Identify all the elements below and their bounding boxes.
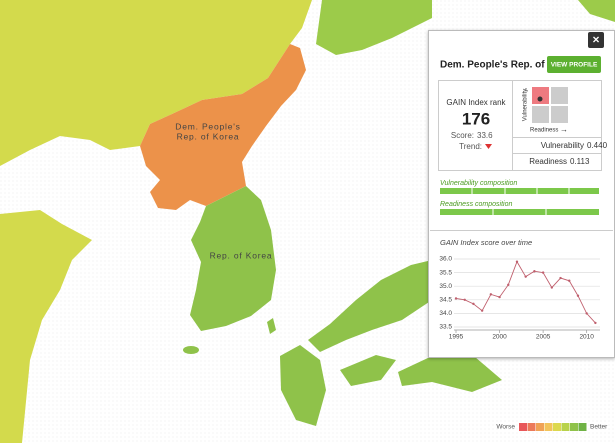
- china[interactable]: [0, 0, 312, 166]
- japan[interactable]: [267, 260, 502, 426]
- legend-worse: Worse: [496, 424, 515, 431]
- point: [533, 270, 536, 273]
- x-tick-label: 2000: [492, 334, 507, 341]
- view-profile-label[interactable]: VIEW PROFILE: [551, 62, 598, 69]
- point: [524, 275, 527, 278]
- matrix-cell: [551, 106, 568, 123]
- south-korea[interactable]: [190, 186, 276, 331]
- score-label: Score:: [451, 131, 474, 140]
- point: [480, 309, 484, 312]
- jeju[interactable]: [183, 346, 199, 354]
- y-tick-label: 35.5: [439, 269, 452, 276]
- russia-east[interactable]: [578, 0, 615, 22]
- legend-swatch: [578, 423, 587, 431]
- map-labels: Dem. People's Rep. of Korea Rep. of Kore…: [175, 121, 273, 260]
- matrix-y-arrow: ↑: [524, 87, 528, 94]
- point: [489, 293, 493, 296]
- north-korea[interactable]: [140, 44, 306, 210]
- legend-swatch: [519, 423, 527, 431]
- legend-better: Better: [590, 424, 608, 431]
- point: [454, 297, 458, 300]
- view-profile-button[interactable]: [547, 56, 601, 73]
- russia[interactable]: [316, 0, 432, 55]
- composition-dividers: [471, 188, 570, 194]
- point: [594, 321, 597, 325]
- map-label: Dem. People's: [175, 121, 240, 131]
- composition-bar[interactable]: [440, 209, 599, 215]
- point: [507, 283, 510, 287]
- legend-swatch: [536, 423, 544, 431]
- readiness-value: 0.113: [570, 157, 590, 166]
- chart-title: GAIN Index score over time: [440, 238, 532, 247]
- rank-value: 176: [462, 109, 490, 128]
- point: [463, 298, 466, 301]
- matrix-x-label: Readiness: [530, 128, 558, 134]
- close-button[interactable]: [588, 32, 604, 48]
- composition-label: Readiness composition: [440, 201, 512, 208]
- score-value: 33.6: [477, 131, 493, 140]
- line-chart: 33.5 34.0 34.5 35.0 35.5 36.0 1995 2000 2005 2010: [439, 256, 600, 341]
- point: [568, 279, 571, 282]
- legend-swatch: [570, 423, 578, 431]
- composition-bar[interactable]: [440, 188, 599, 194]
- trend-icon: [485, 144, 492, 149]
- y-tick-label: 33.5: [439, 324, 452, 331]
- point: [541, 271, 545, 274]
- point: [559, 276, 562, 280]
- rank-label: GAIN Index rank: [446, 98, 506, 107]
- vulnerability-label: Vulnerability: [541, 141, 584, 150]
- matrix-y-label: Vulnerability: [523, 89, 529, 121]
- point: [498, 295, 501, 299]
- y-tick-label: 35.0: [439, 283, 452, 290]
- y-tick-label: 34.0: [439, 310, 452, 317]
- close-icon[interactable]: ×: [592, 33, 599, 47]
- point: [576, 294, 580, 297]
- panel-title: Dem. People's Rep. of Korea: [440, 60, 576, 71]
- x-tick-label: 2005: [536, 334, 551, 341]
- y-tick-label: 34.5: [439, 297, 452, 304]
- y-tick-label: 36.0: [439, 256, 452, 263]
- matrix-dot: [537, 96, 543, 102]
- china-shandong[interactable]: [0, 210, 92, 443]
- x-tick-label: 2010: [579, 334, 594, 341]
- x-tick-label: 1995: [449, 334, 464, 341]
- map-label: Rep. of Korea: [210, 250, 273, 260]
- matrix-x-arrow: →: [560, 125, 568, 134]
- legend-swatch: [527, 423, 536, 431]
- legend-swatch: [561, 423, 570, 431]
- composition-dividers: [492, 209, 547, 215]
- trend-label: Trend:: [459, 142, 482, 151]
- vulnerability-value: 0.440: [587, 141, 608, 150]
- point: [515, 260, 519, 263]
- info-panel: × Dem. People's Rep. of Korea VIEW PROFI…: [428, 30, 615, 358]
- map-label: Rep. of Korea: [177, 131, 240, 141]
- color-legend: Worse Better: [496, 423, 608, 431]
- matrix-cell: [551, 87, 568, 104]
- legend-swatch: [553, 423, 561, 431]
- legend-swatch: [544, 423, 553, 431]
- point: [472, 302, 475, 306]
- matrix-cell: [532, 87, 549, 104]
- rank-box: [438, 80, 602, 171]
- point: [585, 312, 588, 315]
- readiness-label: Readiness: [529, 157, 567, 166]
- composition-label: Vulnerability composition: [440, 180, 517, 187]
- matrix-cell: [532, 106, 549, 123]
- point: [550, 286, 554, 289]
